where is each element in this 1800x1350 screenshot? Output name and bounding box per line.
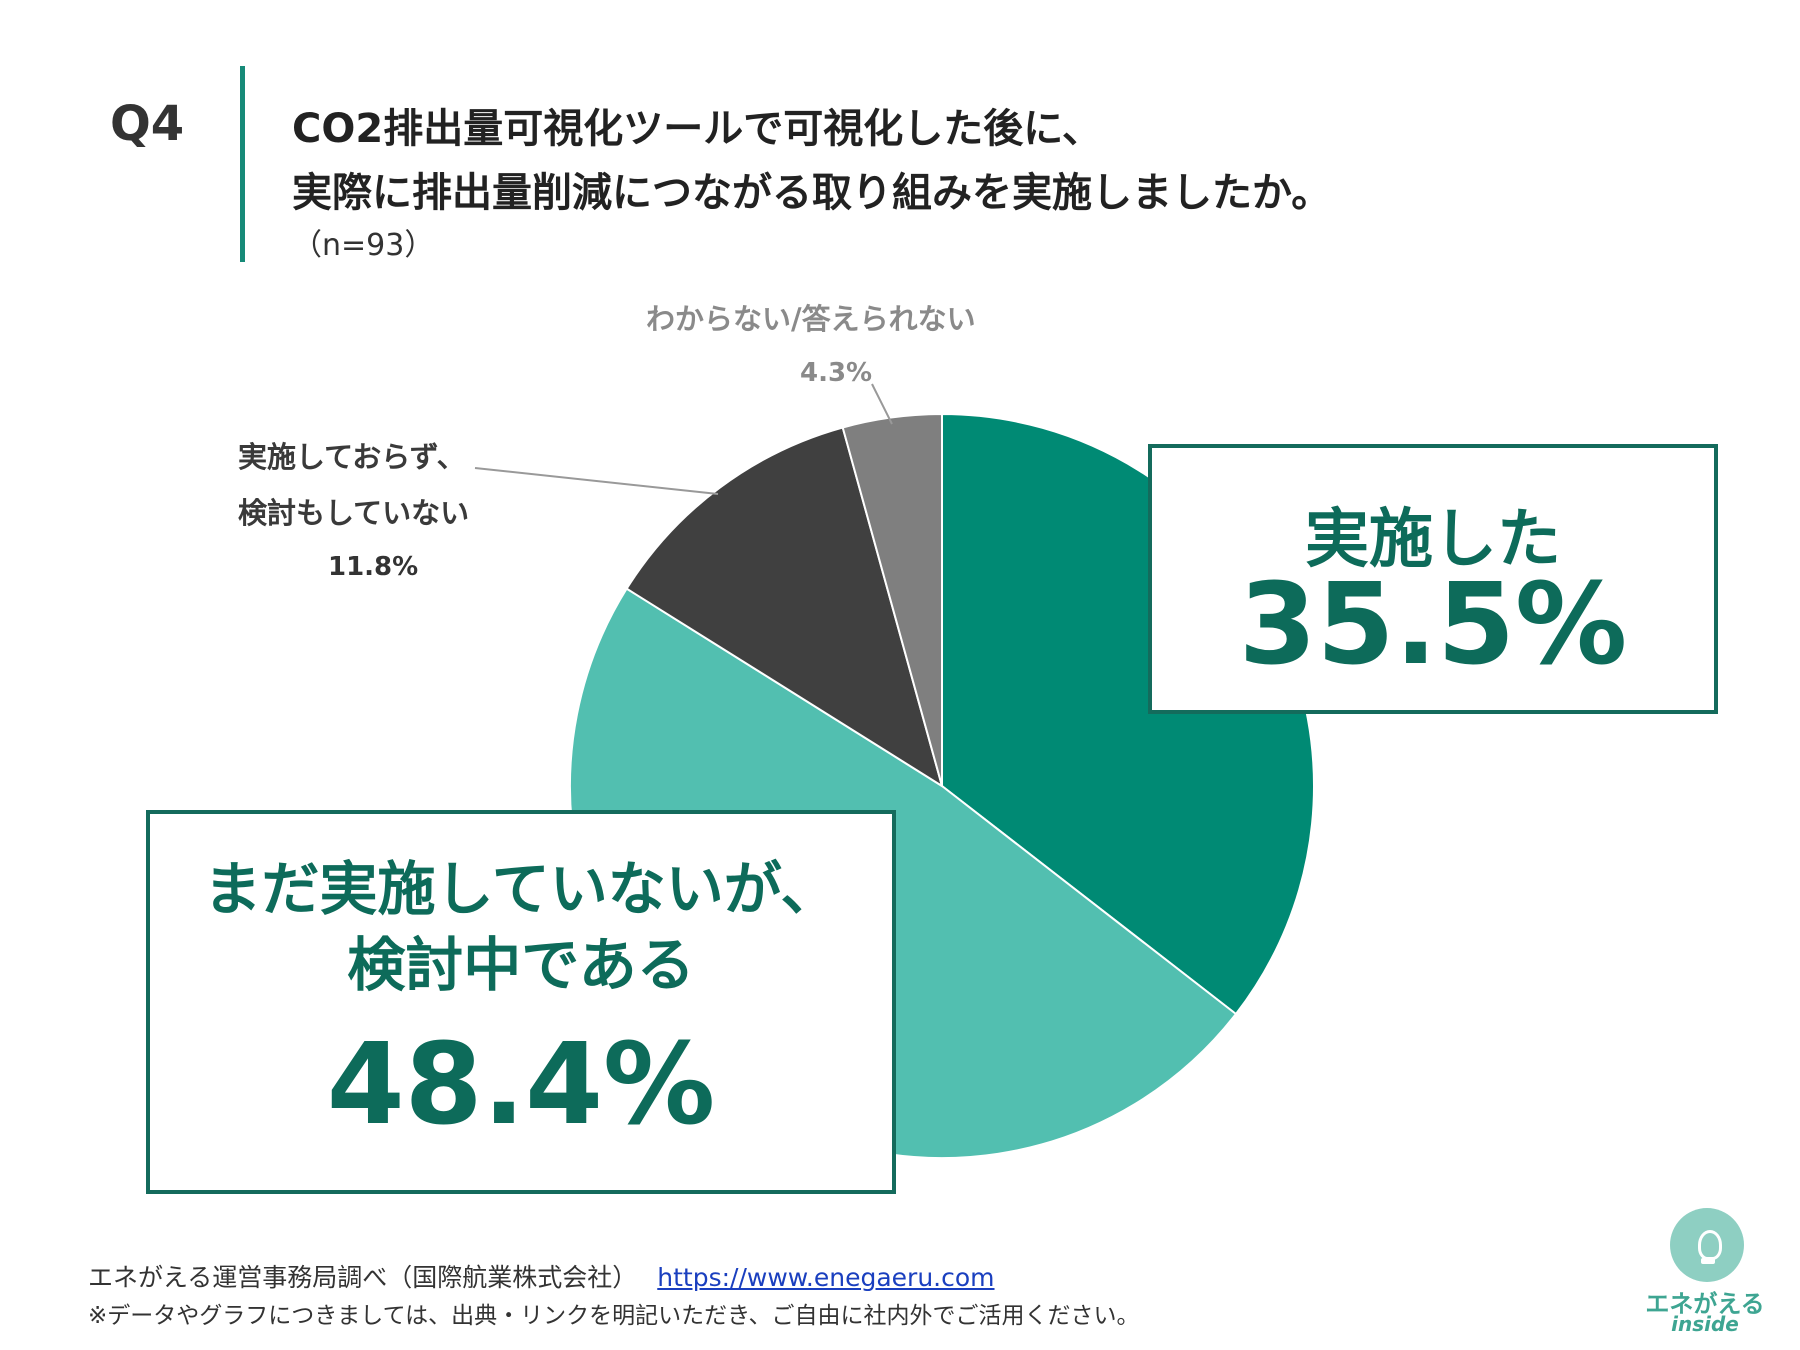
logo-frog-icon xyxy=(1670,1208,1744,1282)
leader-line-not-considering xyxy=(474,467,719,495)
footer-note: ※データやグラフにつきましては、出典・リンクを明記いただき、ご自由に社内外でご活… xyxy=(88,1303,1140,1329)
callout-considering: まだ実施していないが、 検討中である 48.4% xyxy=(146,810,896,1194)
label-unknown: わからない/答えられない xyxy=(646,302,976,336)
leader-line-unknown xyxy=(871,383,893,425)
label-considering-line2: 検討中である xyxy=(347,931,695,999)
slice-not-considering xyxy=(625,426,944,789)
question-number: Q4 xyxy=(110,96,185,152)
logo-text: エネがえる xyxy=(1645,1290,1765,1318)
question-text-line2: 実際に排出量削減につながる取り組みを実施しましたか。 xyxy=(292,170,1332,216)
sample-size: （n=93） xyxy=(292,228,435,263)
value-implemented: 35.5% xyxy=(1238,560,1628,690)
callout-implemented: 実施した 35.5% xyxy=(1148,444,1718,714)
footer-source: エネがえる運営事務局調べ（国際航業株式会社） https://www.enegae… xyxy=(88,1258,995,1294)
value-unknown: 4.3% xyxy=(800,358,873,388)
label-not-considering-line1: 実施しておらず、 xyxy=(238,440,466,474)
label-considering-line1: まだ実施していないが、 xyxy=(203,855,839,923)
label-not-considering-line2: 検討もしていない xyxy=(238,496,470,530)
question-text-line1: CO2排出量可視化ツールで可視化した後に、 xyxy=(292,106,1102,152)
slice-unknown xyxy=(841,412,943,787)
source-text: エネがえる運営事務局調べ（国際航業株式会社） xyxy=(88,1263,638,1292)
value-considering: 48.4% xyxy=(326,1020,716,1150)
bulb-icon xyxy=(1698,1230,1722,1260)
label-implemented: 実施した xyxy=(1305,503,1561,577)
logo-subtext: inside xyxy=(1671,1312,1739,1336)
question-divider xyxy=(240,66,245,262)
value-not-considering: 11.8% xyxy=(328,552,419,582)
source-link[interactable]: https://www.enegaeru.com xyxy=(657,1263,995,1292)
